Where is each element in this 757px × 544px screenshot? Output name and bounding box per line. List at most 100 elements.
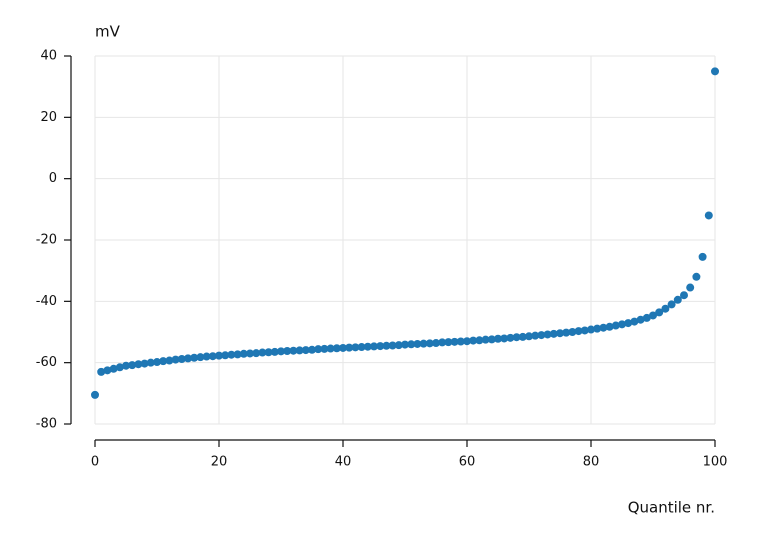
point xyxy=(475,336,484,345)
x-tick-label: 40 xyxy=(335,455,352,470)
point xyxy=(277,347,285,356)
y-tick-label: -20 xyxy=(36,233,57,248)
point xyxy=(698,252,707,261)
point xyxy=(450,337,459,346)
point xyxy=(208,352,217,361)
point xyxy=(574,327,583,336)
point xyxy=(463,337,471,346)
point xyxy=(481,335,490,344)
point xyxy=(388,341,397,350)
x-tick-label: 60 xyxy=(459,455,476,470)
point xyxy=(506,333,515,342)
point xyxy=(332,344,341,353)
point xyxy=(159,357,168,366)
point xyxy=(494,334,502,343)
point xyxy=(295,346,304,355)
point xyxy=(711,67,719,76)
point xyxy=(587,325,595,334)
x-tick-label: 100 xyxy=(703,455,728,470)
point xyxy=(115,363,124,372)
point xyxy=(351,343,360,352)
point xyxy=(425,339,434,348)
point xyxy=(221,351,230,360)
y-tick-label: 0 xyxy=(49,171,57,186)
point xyxy=(556,329,564,338)
point xyxy=(655,308,664,317)
point xyxy=(134,360,143,369)
point xyxy=(357,343,366,352)
point xyxy=(246,349,254,358)
point xyxy=(215,351,223,360)
point xyxy=(202,352,211,361)
point xyxy=(103,366,112,375)
point xyxy=(91,390,99,399)
point xyxy=(190,353,199,362)
x-tick-label: 20 xyxy=(211,455,228,470)
point xyxy=(128,361,137,370)
point xyxy=(500,334,509,343)
point xyxy=(177,354,186,363)
point xyxy=(673,295,682,304)
x-tick-label: 0 xyxy=(91,455,99,470)
point xyxy=(407,340,416,349)
x-axis-label: Quantile nr. xyxy=(628,499,715,517)
point xyxy=(667,300,676,309)
point xyxy=(630,317,639,326)
point xyxy=(320,344,329,353)
point xyxy=(140,359,149,368)
point xyxy=(543,330,552,339)
x-tick-label: 80 xyxy=(583,455,600,470)
point xyxy=(394,341,403,350)
point xyxy=(686,283,695,292)
point xyxy=(636,315,645,324)
point xyxy=(487,335,496,344)
point xyxy=(289,346,298,355)
point xyxy=(339,343,347,352)
point xyxy=(363,342,372,351)
point xyxy=(605,322,614,331)
point xyxy=(171,355,180,364)
point xyxy=(444,338,453,347)
point xyxy=(692,272,701,281)
point xyxy=(165,356,174,365)
point xyxy=(227,350,236,359)
point xyxy=(531,331,540,340)
point xyxy=(283,347,292,356)
point xyxy=(370,342,378,351)
point xyxy=(549,329,558,338)
y-tick-label: -40 xyxy=(36,294,57,309)
y-tick-label: -60 xyxy=(36,355,57,370)
point xyxy=(661,304,670,313)
point xyxy=(301,346,310,355)
point xyxy=(153,358,161,367)
point xyxy=(345,343,354,352)
point xyxy=(649,311,657,320)
y-tick-label: 40 xyxy=(40,49,57,64)
point xyxy=(413,339,422,348)
point xyxy=(537,331,546,340)
point xyxy=(599,323,608,332)
point xyxy=(469,336,478,345)
point xyxy=(264,348,273,357)
point xyxy=(314,345,323,354)
point xyxy=(525,332,533,341)
point xyxy=(518,332,527,341)
point xyxy=(326,344,335,353)
point xyxy=(308,345,316,354)
point xyxy=(239,349,248,358)
point xyxy=(109,364,118,373)
point xyxy=(704,211,713,220)
point xyxy=(438,338,447,347)
point xyxy=(401,340,409,349)
y-axis-label: mV xyxy=(95,23,121,41)
point xyxy=(258,348,267,357)
point xyxy=(97,367,106,376)
point xyxy=(618,320,626,329)
point xyxy=(611,321,620,330)
y-tick-label: -80 xyxy=(36,417,57,432)
point xyxy=(580,326,589,335)
point xyxy=(680,291,688,300)
point xyxy=(233,350,242,359)
point xyxy=(146,358,155,367)
